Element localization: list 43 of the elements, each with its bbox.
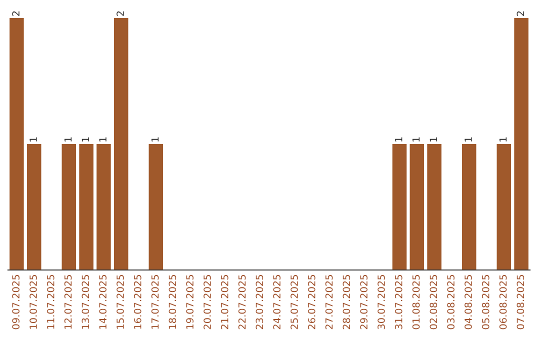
x-tick-label: 04.08.2025	[464, 275, 472, 330]
x-tick-label: 06.08.2025	[499, 275, 507, 330]
data-label: 1	[430, 137, 437, 142]
data-label: 1	[412, 137, 420, 142]
data-label: 2	[12, 11, 20, 16]
x-tick-label: 15.07.2025	[116, 275, 124, 329]
x-tick-label: 24.07.2025	[273, 275, 281, 330]
x-tick-label: 18.07.2025	[168, 275, 176, 329]
data-label: 1	[395, 137, 402, 142]
x-tick-label: 01.08.2025	[412, 275, 420, 330]
x-tick-label: 02.08.2025	[430, 275, 438, 330]
x-tick-label: 28.07.2025	[342, 275, 350, 330]
x-tick-label: 27.07.2025	[325, 275, 333, 330]
x-tick-label: 23.07.2025	[256, 275, 264, 330]
data-label: 2	[516, 11, 524, 16]
x-tick-label: 10.07.2025	[30, 275, 37, 329]
data-label: 1	[151, 137, 159, 142]
data-label: 1	[99, 137, 106, 142]
data-label: 2	[116, 11, 124, 16]
x-tick-label: 26.07.2025	[308, 275, 316, 330]
x-tick-label: 11.07.2025	[46, 275, 54, 329]
x-tick-label: 09.07.2025	[12, 275, 20, 330]
x-tick-label: 16.07.2025	[134, 275, 142, 329]
x-tick-label: 14.07.2025	[99, 275, 107, 329]
x-tick-label: 21.07.2025	[220, 275, 228, 330]
x-tick-label: 19.07.2025	[186, 275, 194, 329]
x-tick-label: 17.07.2025	[151, 275, 159, 329]
data-label: 1	[464, 137, 472, 142]
x-tick-label: 12.07.2025	[64, 275, 72, 329]
x-tick-label: 13.07.2025	[82, 275, 90, 329]
x-tick-label: 22.07.2025	[238, 275, 246, 330]
x-tick-label: 07.08.2025	[516, 275, 524, 330]
x-tick-label: 30.07.2025	[378, 275, 385, 330]
x-tick-label: 25.07.2025	[290, 275, 298, 330]
x-tick-label: 03.08.2025	[447, 275, 455, 330]
x-tick-label: 29.07.2025	[360, 275, 368, 330]
data-label: 1	[64, 137, 72, 142]
data-label: 1	[30, 137, 37, 142]
data-label: 1	[82, 137, 89, 142]
data-label: 1	[499, 137, 507, 142]
x-tick-label: 20.07.2025	[204, 275, 211, 330]
x-tick-label: 31.07.2025	[394, 275, 402, 330]
x-tick-label: 05.08.2025	[482, 275, 490, 330]
